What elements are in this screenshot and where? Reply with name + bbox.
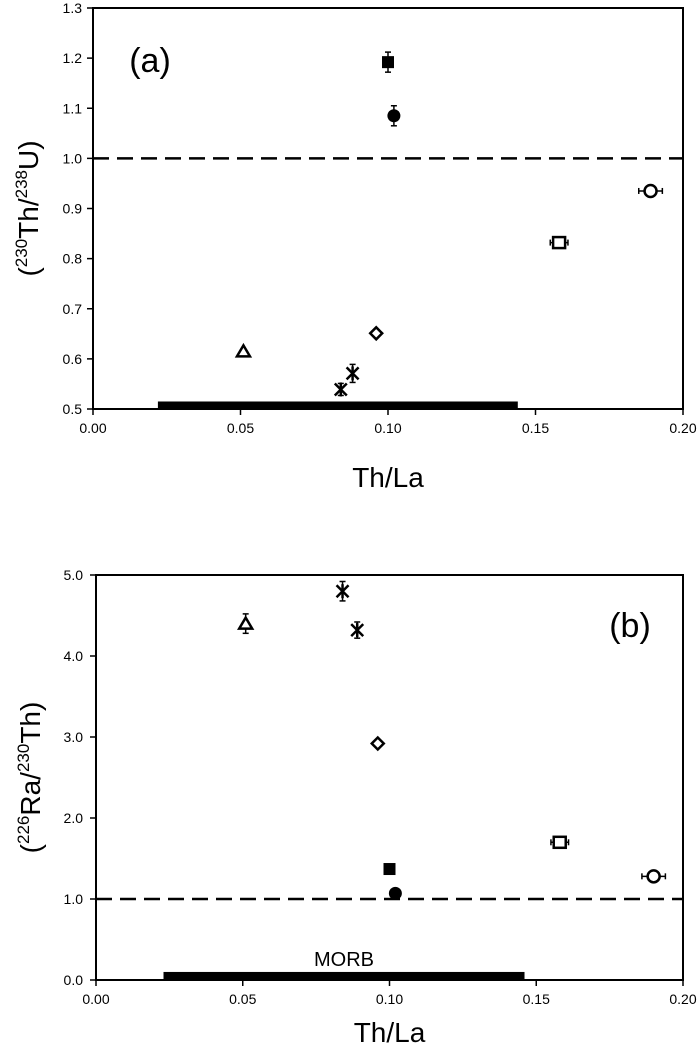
- y-tick-label: 0.7: [63, 301, 83, 317]
- y-tick-label: 4.0: [64, 648, 84, 664]
- y-axis-label: (230Th/238U): [12, 140, 44, 276]
- y-axis-label-part: Th/: [13, 198, 44, 239]
- x-tick-label: 0.00: [79, 420, 106, 436]
- plot-frame: [95, 574, 684, 981]
- y-tick-label: 0.8: [63, 251, 83, 267]
- y-axis-label-superscript: 230: [12, 239, 31, 267]
- chart-panel-b: 0.00 0.05 0.10 0.15 0.20 0.0 1.0 2.0 3.0 4.0 5.0 Th…: [14, 567, 697, 1048]
- morb-label: MORB: [314, 949, 374, 971]
- y-tick-label: 0.5: [63, 401, 83, 417]
- data-point-open-diamond: [369, 735, 386, 752]
- data-point-asterisk: [350, 623, 365, 638]
- x-tick-label: 0.10: [376, 991, 403, 1007]
- morb-range-bar: [163, 971, 525, 980]
- y-axis-label-superscript: 226: [14, 816, 33, 844]
- data-point-open-square: [551, 235, 567, 250]
- y-axis-label: (226Ra/230Th): [14, 702, 46, 854]
- data-point-filled-circle: [387, 109, 401, 123]
- x-tick-label: 0.05: [227, 420, 254, 436]
- data-point-filled-square: [383, 863, 396, 876]
- y-tick-label: 1.0: [64, 891, 84, 907]
- data-point-open-square: [552, 835, 567, 850]
- data-point-asterisk: [335, 584, 350, 599]
- y-axis-label-superscript: 238: [12, 170, 31, 198]
- y-axis-label-superscript: 230: [14, 744, 33, 772]
- x-axis-label: Th/La: [352, 462, 424, 493]
- y-axis-label-part: U): [13, 140, 44, 170]
- x-tick-label: 0.20: [669, 420, 696, 436]
- data-point-asterisk: [333, 382, 348, 397]
- y-axis-label-part: (: [15, 843, 46, 853]
- y-axis-label-part: (: [13, 267, 44, 277]
- y-tick-label: 1.0: [63, 150, 83, 166]
- y-tick-label: 3.0: [64, 729, 84, 745]
- data-point-open-diamond: [368, 325, 384, 342]
- y-tick-label: 0.9: [63, 201, 83, 217]
- x-tick-label: 0.05: [229, 991, 256, 1007]
- x-tick-label: 0.00: [82, 991, 109, 1007]
- data-point-open-triangle: [236, 615, 255, 630]
- data-point-filled-circle: [388, 886, 402, 900]
- x-axis-label: Th/La: [354, 1017, 426, 1048]
- y-axis-label-part: Ra/: [15, 772, 46, 816]
- y-tick-label: 1.3: [63, 0, 83, 16]
- x-tick-label: 0.10: [374, 420, 401, 436]
- data-point-open-triangle: [234, 342, 253, 358]
- x-tick-label: 0.15: [522, 420, 549, 436]
- y-tick-label: 0.0: [64, 972, 84, 988]
- panel-label: (b): [609, 607, 651, 645]
- x-tick-label: 0.20: [669, 991, 696, 1007]
- data-point-open-circle: [646, 869, 661, 884]
- y-tick-label: 5.0: [64, 567, 84, 583]
- y-tick-label: 0.6: [63, 351, 83, 367]
- x-tick-label: 0.15: [523, 991, 550, 1007]
- morb-range-bar: [157, 401, 518, 409]
- data-point-open-circle: [643, 183, 658, 199]
- y-tick-label: 1.2: [63, 50, 83, 66]
- data-point-filled-square: [382, 56, 394, 69]
- y-tick-label: 2.0: [64, 810, 84, 826]
- chart-panel-a: 0.00 0.05 0.10 0.15 0.20 0.5 0.6 0.7 0.8 0.9 1.0 1.…: [12, 0, 697, 493]
- panel-label: (a): [129, 42, 171, 80]
- y-axis-label-part: Th): [15, 702, 46, 744]
- y-tick-label: 1.1: [63, 100, 83, 116]
- data-point-asterisk: [345, 366, 360, 381]
